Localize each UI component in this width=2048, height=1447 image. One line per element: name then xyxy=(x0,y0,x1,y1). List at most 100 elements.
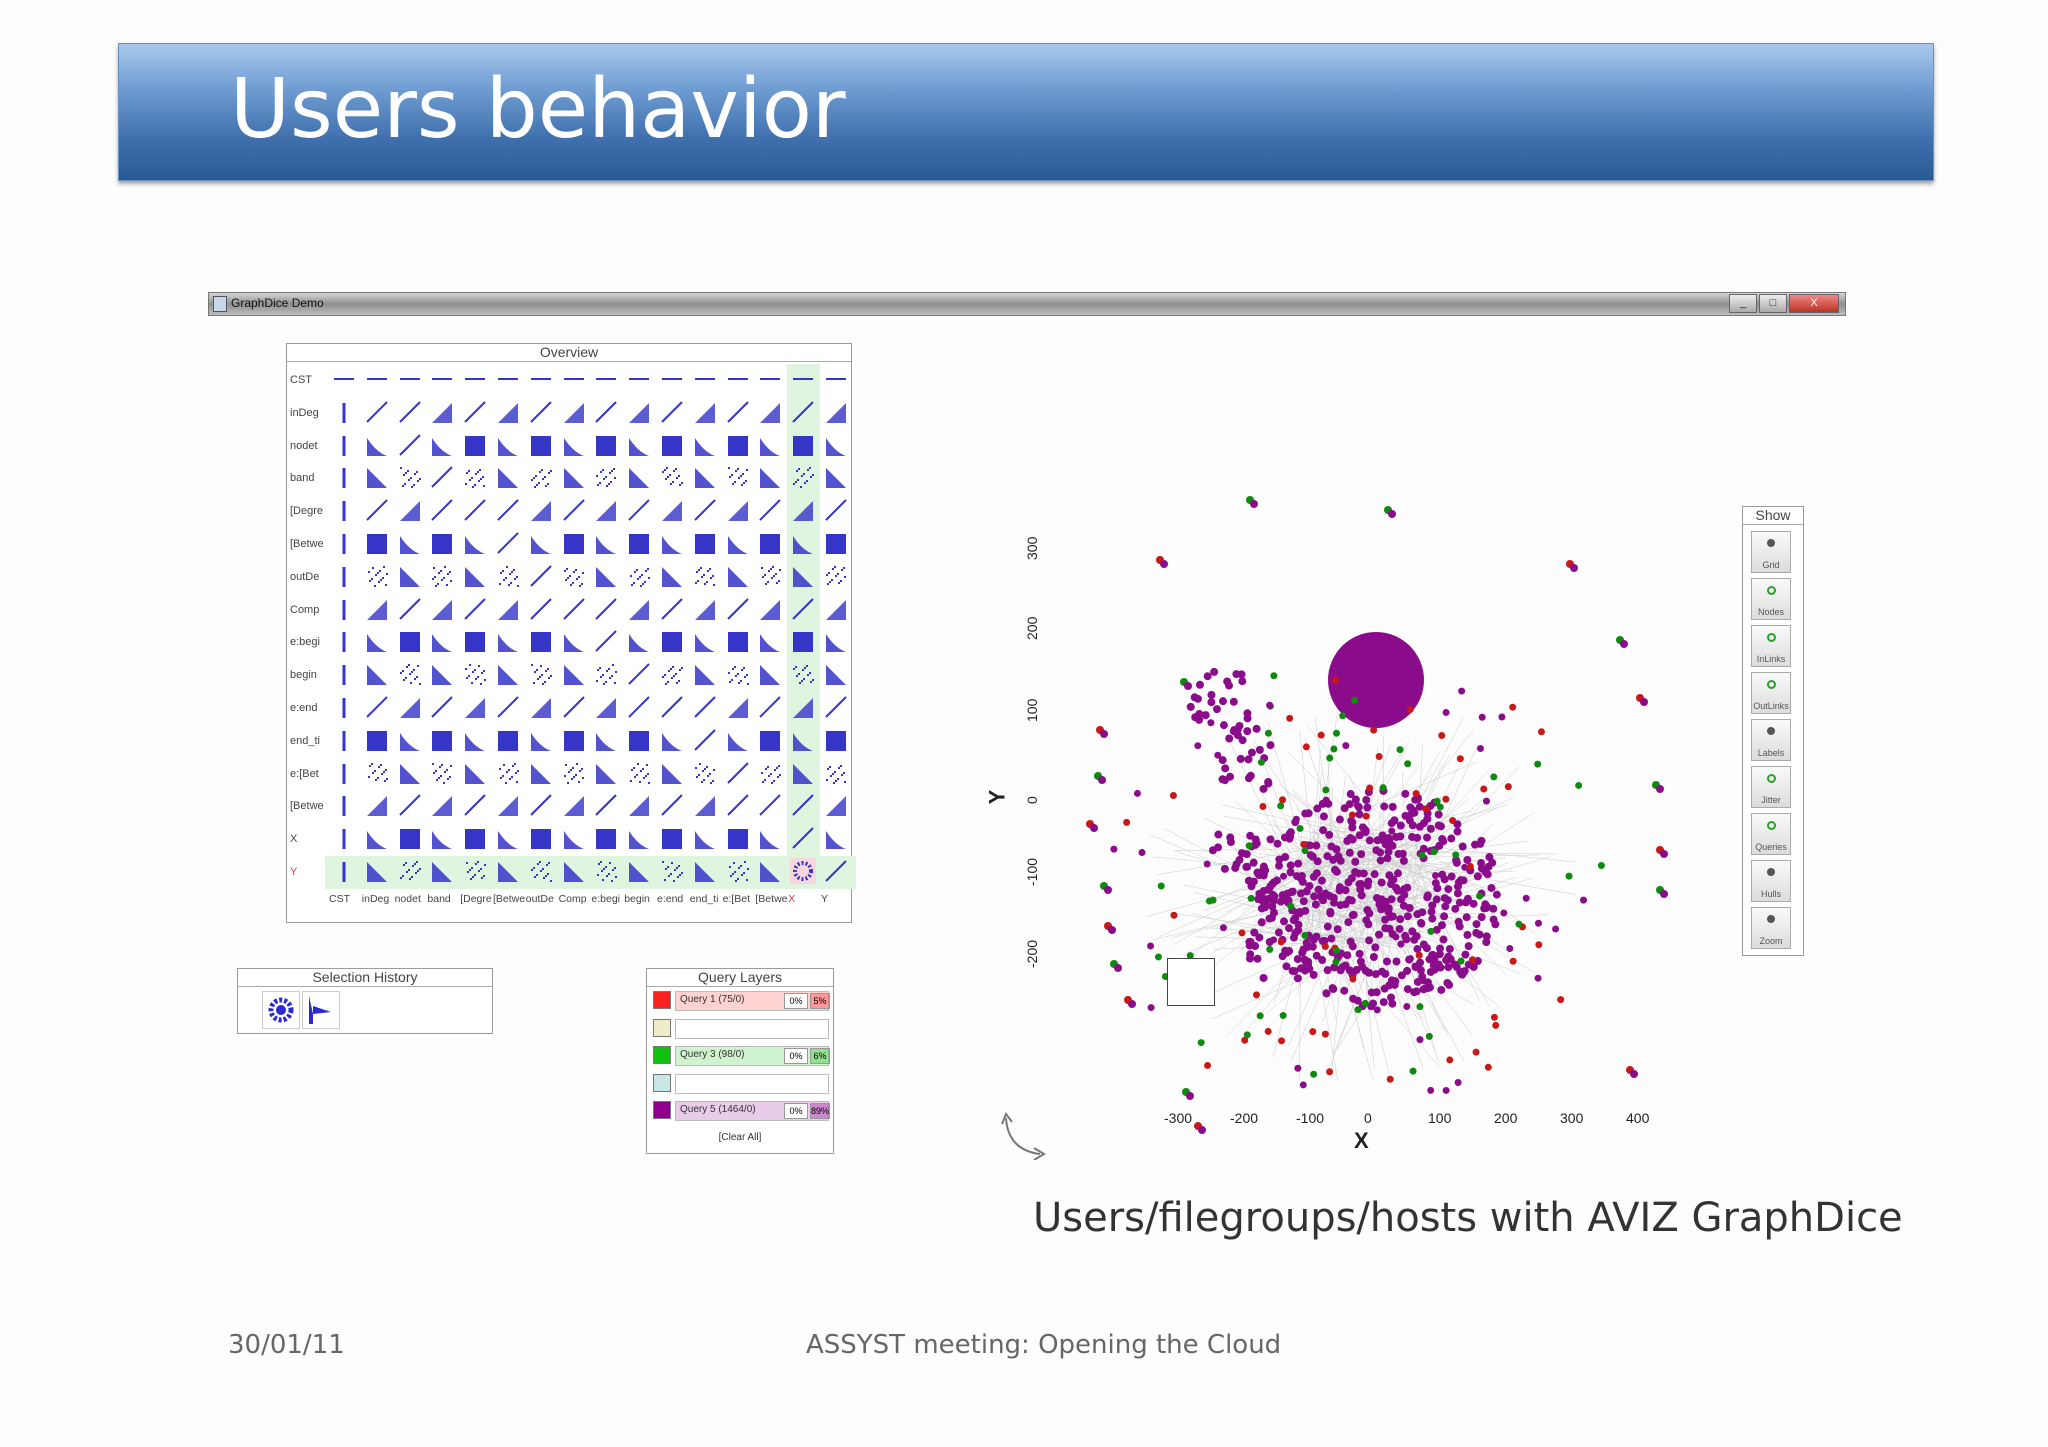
graph-node[interactable] xyxy=(1316,892,1325,901)
overview-cell[interactable] xyxy=(692,530,718,556)
overview-cell[interactable] xyxy=(757,628,783,654)
graph-node[interactable] xyxy=(1326,1068,1334,1076)
graph-node[interactable] xyxy=(1336,901,1345,910)
overview-cell[interactable] xyxy=(626,497,652,523)
overview-cell[interactable] xyxy=(397,628,423,654)
graph-node[interactable] xyxy=(1401,789,1410,798)
overview-cell[interactable] xyxy=(561,497,587,523)
overview-cell[interactable] xyxy=(397,858,423,884)
graph-node[interactable] xyxy=(1287,888,1296,897)
graph-node[interactable] xyxy=(1463,930,1472,939)
graph-node[interactable] xyxy=(1475,930,1484,939)
overview-cell[interactable] xyxy=(397,563,423,589)
overview-cell[interactable] xyxy=(757,497,783,523)
graph-node[interactable] xyxy=(1325,892,1334,901)
overview-cell[interactable] xyxy=(790,727,816,753)
graph-node[interactable] xyxy=(1557,996,1565,1004)
graph-node[interactable] xyxy=(1133,789,1141,797)
graph-node[interactable] xyxy=(1482,904,1490,912)
app-window-titlebar[interactable]: GraphDice Demo _ □ X xyxy=(208,292,1846,316)
graph-node-cluster[interactable] xyxy=(1328,632,1424,728)
graph-node[interactable] xyxy=(1428,950,1437,959)
graph-node[interactable] xyxy=(1236,754,1245,763)
graph-node[interactable] xyxy=(1620,640,1628,648)
overview-cell[interactable] xyxy=(823,563,849,589)
graph-node[interactable] xyxy=(1326,754,1334,762)
graph-node[interactable] xyxy=(1264,729,1272,737)
graph-node[interactable] xyxy=(1411,962,1419,970)
overview-cell[interactable] xyxy=(692,825,718,851)
overview-cell[interactable] xyxy=(823,530,849,556)
overview-cell[interactable] xyxy=(561,825,587,851)
graph-node[interactable] xyxy=(1492,890,1501,899)
graph-node[interactable] xyxy=(1490,1013,1498,1021)
query-layer-bar[interactable]: Query 3 (98/0) 0% 6% xyxy=(675,1046,830,1066)
graph-node[interactable] xyxy=(1347,874,1356,883)
overview-cell[interactable] xyxy=(462,596,488,622)
graph-node[interactable] xyxy=(1381,924,1390,933)
overview-cell[interactable] xyxy=(561,792,587,818)
graph-node[interactable] xyxy=(1347,896,1356,905)
graph-node[interactable] xyxy=(1309,872,1318,881)
graph-node[interactable] xyxy=(1244,774,1253,783)
graph-node[interactable] xyxy=(1388,827,1396,835)
overview-cell[interactable] xyxy=(397,792,423,818)
graph-node[interactable] xyxy=(1492,1021,1500,1029)
graph-node[interactable] xyxy=(1203,860,1211,868)
graph-node[interactable] xyxy=(1440,912,1449,921)
graph-node[interactable] xyxy=(1381,969,1390,978)
graph-node[interactable] xyxy=(1170,911,1178,919)
graph-node[interactable] xyxy=(1353,801,1361,809)
graph-node[interactable] xyxy=(1391,977,1400,986)
graph-node[interactable] xyxy=(1282,948,1291,957)
graph-node[interactable] xyxy=(1504,783,1512,791)
graph-node[interactable] xyxy=(1396,821,1405,830)
overview-cell[interactable] xyxy=(757,563,783,589)
graph-node[interactable] xyxy=(1285,924,1294,933)
graph-node[interactable] xyxy=(1438,870,1447,879)
overview-cell[interactable] xyxy=(462,628,488,654)
graph-node[interactable] xyxy=(1458,687,1466,695)
graph-node[interactable] xyxy=(1355,949,1364,958)
graph-node[interactable] xyxy=(1656,785,1664,793)
graph-node[interactable] xyxy=(1387,895,1396,904)
overview-cell[interactable] xyxy=(462,858,488,884)
graph-node[interactable] xyxy=(1476,744,1484,752)
graph-node[interactable] xyxy=(1400,885,1409,894)
graph-node[interactable] xyxy=(1370,726,1378,734)
graph-node[interactable] xyxy=(1329,855,1338,864)
overview-cell[interactable] xyxy=(626,760,652,786)
overview-cell[interactable] xyxy=(593,628,619,654)
overview-cell[interactable] xyxy=(593,399,619,425)
graph-node[interactable] xyxy=(1404,760,1412,768)
graph-node[interactable] xyxy=(1257,918,1266,927)
graph-node[interactable] xyxy=(1242,862,1251,871)
graph-node[interactable] xyxy=(1469,899,1478,908)
overview-cell[interactable] xyxy=(429,432,455,458)
overview-cell[interactable] xyxy=(823,760,849,786)
graph-node[interactable] xyxy=(1365,836,1374,845)
overview-cell[interactable] xyxy=(462,432,488,458)
graph-node[interactable] xyxy=(1378,901,1387,910)
graph-node[interactable] xyxy=(1301,809,1310,818)
graph-node[interactable] xyxy=(1098,776,1106,784)
graph-node[interactable] xyxy=(1506,945,1514,953)
graph-node[interactable] xyxy=(1218,697,1227,706)
graph-node[interactable] xyxy=(1346,790,1355,799)
overview-cell[interactable] xyxy=(429,825,455,851)
overview-cell[interactable] xyxy=(429,727,455,753)
graph-node[interactable] xyxy=(1436,944,1445,953)
overview-cell[interactable] xyxy=(429,628,455,654)
graph-node[interactable] xyxy=(1338,963,1346,971)
overview-cell[interactable] xyxy=(528,432,554,458)
overview-cell[interactable] xyxy=(823,366,849,392)
overview-cell[interactable] xyxy=(364,760,390,786)
graph-node[interactable] xyxy=(1396,832,1405,841)
overview-cell[interactable] xyxy=(790,792,816,818)
overview-cell[interactable] xyxy=(429,497,455,523)
overview-cell[interactable] xyxy=(790,694,816,720)
graph-node[interactable] xyxy=(1321,943,1329,951)
graph-node[interactable] xyxy=(1204,1061,1212,1069)
graph-node[interactable] xyxy=(1359,869,1368,878)
graph-node[interactable] xyxy=(1413,945,1422,954)
